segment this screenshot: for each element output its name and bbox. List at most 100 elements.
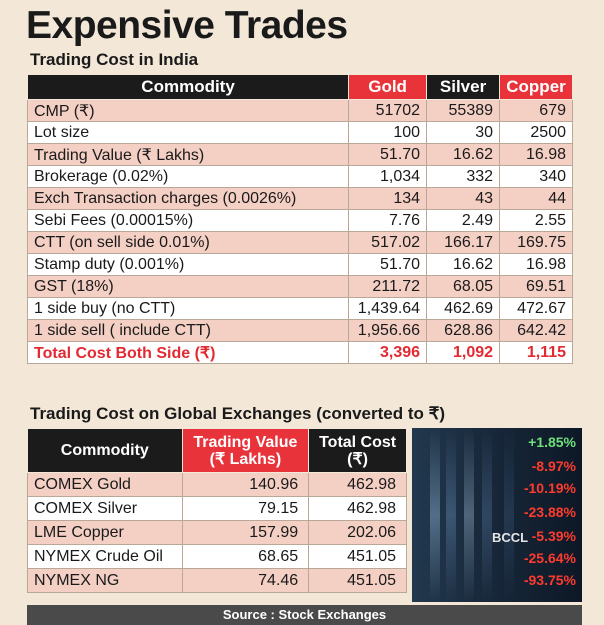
table-row: Sebi Fees (0.00015%) 7.76 2.49 2.55 bbox=[26, 209, 573, 232]
header-total-cost-line2: (₹) bbox=[347, 450, 369, 468]
cell-trading-value: 140.96 bbox=[181, 472, 310, 497]
table-row: COMEX Silver 79.15 462.98 bbox=[27, 496, 407, 521]
cell-gold: 51.70 bbox=[348, 253, 428, 276]
cell-silver: 30 bbox=[426, 121, 501, 144]
india-cost-table: Commodity Gold Silver Copper CMP (₹) 5170… bbox=[26, 74, 573, 364]
row-label: Exch Transaction charges (0.0026%) bbox=[26, 187, 350, 210]
ticker-value: -10.19% bbox=[523, 480, 576, 496]
ticker-light-streak bbox=[464, 428, 474, 602]
row-label: 1 side buy (no CTT) bbox=[26, 297, 350, 320]
ticker-value: +1.85% bbox=[528, 434, 576, 450]
table-row: Brokerage (0.02%) 1,034 332 340 bbox=[26, 165, 573, 188]
cell-copper: 69.51 bbox=[499, 275, 573, 298]
cell-gold: 1,439.64 bbox=[348, 297, 428, 320]
row-label: Sebi Fees (0.00015%) bbox=[26, 209, 350, 232]
ticker-light-streak bbox=[446, 428, 456, 602]
source-credit: Source : Stock Exchanges bbox=[27, 605, 582, 625]
header-copper: Copper bbox=[499, 74, 573, 100]
cell-gold: 517.02 bbox=[348, 231, 428, 254]
total-label: Total Cost Both Side (₹) bbox=[26, 341, 350, 364]
row-label: CTT (on sell side 0.01%) bbox=[26, 231, 350, 254]
photo-credit: BCCL bbox=[492, 530, 529, 545]
cell-silver: 628.86 bbox=[426, 319, 501, 342]
total-row: Total Cost Both Side (₹) 3,396 1,092 1,115 bbox=[26, 341, 573, 364]
cell-silver: 462.69 bbox=[426, 297, 501, 320]
table-row: Lot size 100 30 2500 bbox=[26, 121, 573, 144]
row-label: 1 side sell ( include CTT) bbox=[26, 319, 350, 342]
header-trading-value: Trading Value (₹ Lakhs) bbox=[181, 428, 310, 473]
cell-gold: 7.76 bbox=[348, 209, 428, 232]
table-row: Exch Transaction charges (0.0026%) 134 43 4… bbox=[26, 187, 573, 210]
cell-copper: 169.75 bbox=[499, 231, 573, 254]
table-row: COMEX Gold 140.96 462.98 bbox=[27, 472, 407, 497]
cell-silver: 2.49 bbox=[426, 209, 501, 232]
ticker-light-streak bbox=[430, 428, 440, 602]
row-label: Stamp duty (0.001%) bbox=[26, 253, 350, 276]
cell-trading-value: 79.15 bbox=[181, 496, 310, 521]
header-total-cost-line1: Total Cost bbox=[319, 433, 397, 451]
ticker-value: -25.64% bbox=[523, 550, 576, 566]
table-row: CMP (₹) 51702 55389 679 bbox=[26, 99, 573, 122]
header-commodity: Commodity bbox=[27, 428, 183, 473]
cell-gold: 1,956.66 bbox=[348, 319, 428, 342]
header-trading-value-line1: Trading Value bbox=[193, 433, 298, 451]
cell-gold: 1,034 bbox=[348, 165, 428, 188]
cell-total-cost: 451.05 bbox=[308, 568, 407, 593]
table-row: Stamp duty (0.001%) 51.70 16.62 16.98 bbox=[26, 253, 573, 276]
table-row: NYMEX Crude Oil 68.65 451.05 bbox=[27, 544, 407, 569]
header-gold: Gold bbox=[348, 74, 428, 100]
cell-silver: 55389 bbox=[426, 99, 501, 122]
header-total-cost: Total Cost (₹) bbox=[308, 428, 407, 473]
india-table-title: Trading Cost in India bbox=[30, 50, 199, 69]
table-row: CTT (on sell side 0.01%) 517.02 166.17 169.… bbox=[26, 231, 573, 254]
header-trading-value-line2: (₹ Lakhs) bbox=[209, 450, 282, 468]
cell-gold: 134 bbox=[348, 187, 428, 210]
cell-copper: 472.67 bbox=[499, 297, 573, 320]
row-label: COMEX Silver bbox=[27, 496, 183, 521]
table-row: NYMEX NG 74.46 451.05 bbox=[27, 568, 407, 593]
cell-silver: 332 bbox=[426, 165, 501, 188]
row-label: LME Copper bbox=[27, 520, 183, 545]
cell-silver: 43 bbox=[426, 187, 501, 210]
global-header-row: Commodity Trading Value (₹ Lakhs) Total … bbox=[27, 428, 407, 473]
total-gold: 3,396 bbox=[348, 341, 428, 364]
cell-trading-value: 68.65 bbox=[181, 544, 310, 569]
cell-silver: 16.62 bbox=[426, 253, 501, 276]
stock-ticker-image: +1.85% -8.97% -10.19% -23.88% -5.39% -25.64% -… bbox=[412, 428, 582, 602]
table-row: Trading Value (₹ Lakhs) 51.70 16.62 16.98 bbox=[26, 143, 573, 166]
cell-copper: 16.98 bbox=[499, 143, 573, 166]
global-cost-table: Commodity Trading Value (₹ Lakhs) Total … bbox=[27, 428, 407, 593]
cell-silver: 166.17 bbox=[426, 231, 501, 254]
cell-total-cost: 451.05 bbox=[308, 544, 407, 569]
india-header-row: Commodity Gold Silver Copper bbox=[26, 74, 573, 100]
cell-copper: 642.42 bbox=[499, 319, 573, 342]
row-label: CMP (₹) bbox=[26, 99, 350, 122]
ticker-value: -23.88% bbox=[523, 504, 576, 520]
table-row: 1 side buy (no CTT) 1,439.64 462.69 472.67 bbox=[26, 297, 573, 320]
total-copper: 1,115 bbox=[499, 341, 573, 364]
cell-copper: 340 bbox=[499, 165, 573, 188]
total-silver: 1,092 bbox=[426, 341, 501, 364]
cell-gold: 51702 bbox=[348, 99, 428, 122]
row-label: NYMEX Crude Oil bbox=[27, 544, 183, 569]
header-commodity: Commodity bbox=[26, 74, 350, 100]
cell-silver: 68.05 bbox=[426, 275, 501, 298]
cell-copper: 44 bbox=[499, 187, 573, 210]
table-row: 1 side sell ( include CTT) 1,956.66 628.86… bbox=[26, 319, 573, 342]
row-label: NYMEX NG bbox=[27, 568, 183, 593]
page-title: Expensive Trades bbox=[26, 4, 348, 47]
global-table-title: Trading Cost on Global Exchanges (conver… bbox=[30, 404, 446, 423]
ticker-light-streak bbox=[482, 428, 492, 602]
cell-gold: 211.72 bbox=[348, 275, 428, 298]
table-row: LME Copper 157.99 202.06 bbox=[27, 520, 407, 545]
row-label: Brokerage (0.02%) bbox=[26, 165, 350, 188]
cell-gold: 100 bbox=[348, 121, 428, 144]
cell-copper: 2500 bbox=[499, 121, 573, 144]
row-label: COMEX Gold bbox=[27, 472, 183, 497]
cell-copper: 2.55 bbox=[499, 209, 573, 232]
ticker-light-streak bbox=[504, 428, 514, 602]
row-label: GST (18%) bbox=[26, 275, 350, 298]
table-row: GST (18%) 211.72 68.05 69.51 bbox=[26, 275, 573, 298]
cell-silver: 16.62 bbox=[426, 143, 501, 166]
row-label: Lot size bbox=[26, 121, 350, 144]
